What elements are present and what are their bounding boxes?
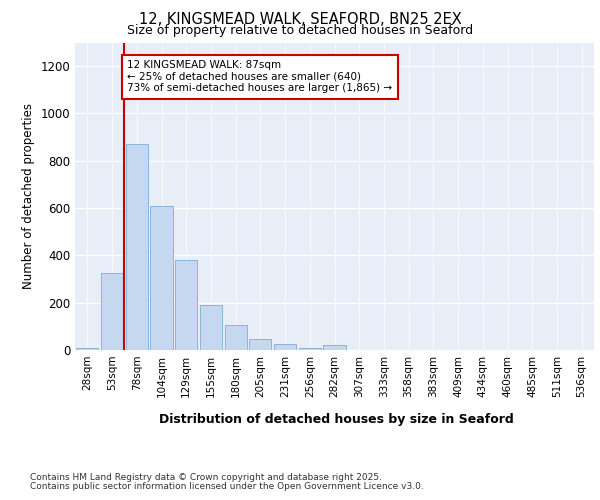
Bar — [224, 325, 247, 350]
Bar — [274, 344, 296, 350]
Bar — [151, 206, 173, 350]
Bar — [249, 340, 271, 350]
Bar — [76, 348, 98, 350]
Bar — [323, 346, 346, 350]
Text: Distribution of detached houses by size in Seaford: Distribution of detached houses by size … — [158, 412, 514, 426]
Text: Contains HM Land Registry data © Crown copyright and database right 2025.: Contains HM Land Registry data © Crown c… — [30, 472, 382, 482]
Bar — [175, 260, 197, 350]
Text: Size of property relative to detached houses in Seaford: Size of property relative to detached ho… — [127, 24, 473, 37]
Text: 12 KINGSMEAD WALK: 87sqm
← 25% of detached houses are smaller (640)
73% of semi-: 12 KINGSMEAD WALK: 87sqm ← 25% of detach… — [127, 60, 392, 94]
Bar — [101, 273, 123, 350]
Bar — [200, 305, 222, 350]
Text: 12, KINGSMEAD WALK, SEAFORD, BN25 2EX: 12, KINGSMEAD WALK, SEAFORD, BN25 2EX — [139, 12, 461, 28]
Y-axis label: Number of detached properties: Number of detached properties — [22, 104, 35, 289]
Bar — [125, 144, 148, 350]
Text: Contains public sector information licensed under the Open Government Licence v3: Contains public sector information licen… — [30, 482, 424, 491]
Bar — [299, 348, 321, 350]
